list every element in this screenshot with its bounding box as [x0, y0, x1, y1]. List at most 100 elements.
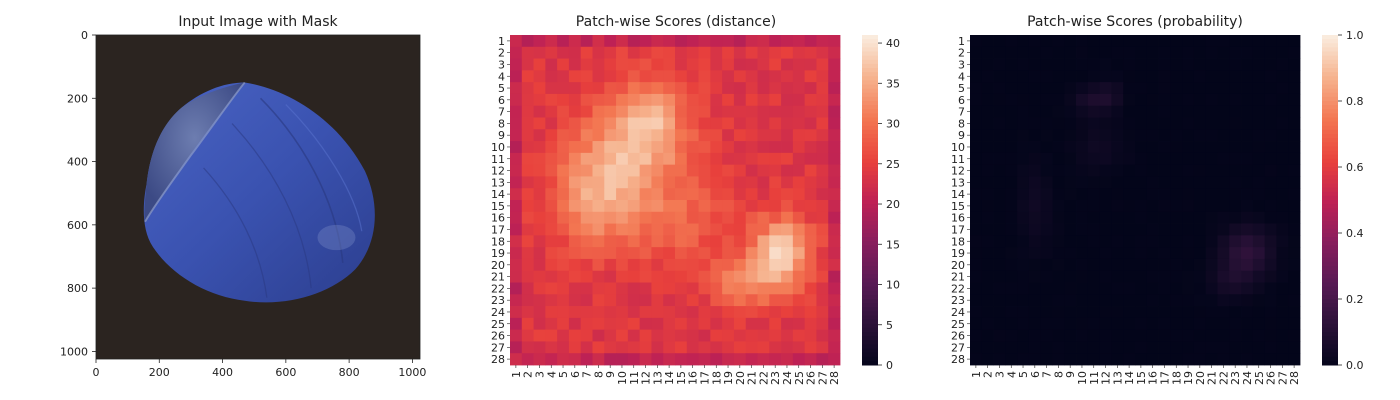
heatmap-cell — [1252, 258, 1266, 272]
heatmap-cell — [1276, 164, 1289, 177]
heatmap-cell — [592, 152, 605, 166]
heatmap-cell — [745, 35, 758, 48]
heatmap-cell — [733, 270, 747, 283]
heatmap-cell — [592, 235, 605, 248]
heatmap-cell — [1264, 176, 1277, 189]
colorbar-tick-label: 0.2 — [1346, 293, 1364, 306]
heatmap-cell — [663, 129, 676, 142]
heatmap-cell — [1229, 211, 1242, 224]
heatmap-cell — [733, 93, 747, 107]
heatmap-cell — [510, 70, 523, 83]
heatmap-cell — [1028, 341, 1042, 354]
heatmap-cell — [651, 117, 664, 130]
colorbar-segment — [1322, 212, 1338, 217]
heatmap-cell — [733, 164, 747, 177]
heatmap-cell — [1123, 70, 1136, 83]
heatmap-cell — [545, 223, 558, 236]
row-label: 2 — [958, 47, 965, 60]
heatmap-cell — [604, 141, 617, 154]
heatmap-cell — [616, 164, 629, 177]
heatmap-cell — [1017, 294, 1030, 307]
heatmap-cell — [1099, 35, 1112, 48]
heatmap-cell — [1040, 353, 1053, 366]
heatmap-cell — [1087, 223, 1101, 236]
heatmap-cell — [1205, 82, 1218, 95]
heatmap-cell — [1170, 341, 1183, 354]
heatmap-cell — [568, 235, 582, 248]
heatmap-cell — [568, 70, 582, 83]
colorbar-segment — [862, 249, 878, 255]
heatmap-cell — [639, 247, 652, 260]
heatmap-cell — [686, 105, 699, 118]
heatmap-cell — [1123, 200, 1136, 213]
heatmap-cell — [1087, 93, 1101, 107]
heatmap-cell — [1123, 294, 1136, 307]
heatmap-cell — [663, 353, 676, 366]
heatmap-cell — [769, 152, 782, 166]
heatmap-cell — [757, 70, 770, 83]
heatmap-cell — [1193, 105, 1207, 118]
heatmap-cell — [1217, 82, 1230, 95]
heatmap-cell — [1252, 117, 1266, 130]
heatmap-cell — [545, 117, 558, 130]
heatmap-cell — [580, 223, 593, 236]
heatmap-cell — [1264, 294, 1277, 307]
col-label: 2 — [982, 371, 995, 378]
heatmap-cell — [710, 164, 723, 177]
heatmap-cell — [1205, 200, 1218, 213]
colorbar-segment — [862, 117, 878, 123]
heatmap-cell — [1123, 105, 1136, 118]
heatmap-cell — [1193, 341, 1207, 354]
heatmap-cell — [1087, 176, 1101, 189]
heatmap-cell — [970, 341, 983, 354]
colorbar-segment — [862, 138, 878, 143]
heatmap-cell — [521, 247, 534, 260]
heatmap-cell — [828, 306, 841, 319]
heatmap-cell — [592, 117, 605, 130]
heatmap-cell — [970, 93, 983, 107]
colorbar-segment — [1322, 352, 1338, 358]
heatmap-cell — [1146, 306, 1159, 319]
heatmap-cell — [1158, 223, 1171, 236]
heatmap-cell — [510, 188, 523, 201]
heatmap-cell — [1017, 58, 1030, 71]
heatmap-cell — [1288, 282, 1301, 295]
heatmap-cell — [733, 70, 747, 83]
colorbar-tick-label: 0.4 — [1346, 227, 1364, 240]
heatmap-cell — [733, 141, 747, 154]
heatmap-cell — [1288, 294, 1301, 307]
col-label: 11 — [1088, 371, 1101, 385]
heatmap-cell — [1076, 35, 1089, 48]
colorbar-segment — [862, 158, 878, 164]
heatmap-cell — [1241, 223, 1254, 236]
heatmap-cell — [769, 35, 782, 48]
heatmap-cell — [545, 82, 558, 95]
heatmap-cell — [686, 306, 699, 319]
heatmap-cell — [733, 247, 747, 260]
heatmap-cell — [710, 82, 723, 95]
heatmap-cell — [710, 306, 723, 319]
heatmap-cell — [745, 211, 758, 224]
heatmap-cell — [580, 317, 593, 331]
heatmap-cell — [1146, 58, 1159, 71]
heatmap-cell — [792, 105, 806, 118]
heatmap-cell — [663, 282, 676, 295]
heatmap-cell — [616, 35, 629, 48]
heatmap-cell — [1276, 129, 1289, 142]
heatmap-cell — [1076, 58, 1089, 71]
col-label: 22 — [757, 371, 770, 385]
heatmap-cell — [627, 306, 641, 319]
heatmap-cell — [533, 317, 546, 331]
heatmap-cell — [1252, 188, 1266, 201]
heatmap-cell — [1111, 294, 1124, 307]
row-label: 5 — [498, 82, 505, 95]
colorbar-segment — [1322, 336, 1338, 341]
heatmap-cell — [1288, 105, 1301, 118]
colorbar-segment — [1322, 319, 1338, 325]
heatmap-cell — [970, 211, 983, 224]
heatmap-cell — [1099, 93, 1112, 107]
heatmap-cell — [580, 200, 593, 213]
stripe-1 — [259, 97, 344, 263]
heatmap-cell — [616, 270, 629, 283]
